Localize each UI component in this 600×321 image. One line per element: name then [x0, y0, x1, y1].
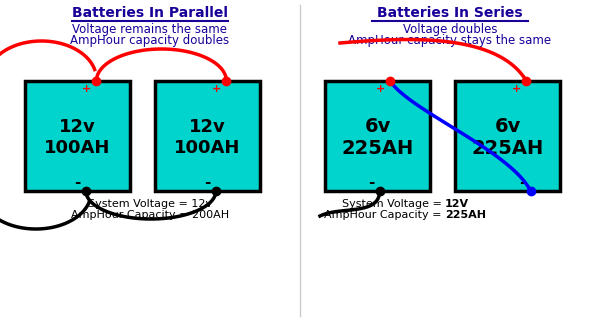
Bar [155, 81, 260, 191]
Text: +: + [82, 84, 91, 94]
Text: 12v: 12v [189, 118, 226, 136]
Text: 100AH: 100AH [175, 139, 241, 157]
Text: Batteries In Series: Batteries In Series [377, 6, 523, 20]
Text: -: - [520, 176, 526, 190]
Text: -: - [368, 176, 375, 190]
Text: 225AH: 225AH [445, 210, 486, 220]
Text: 6v: 6v [364, 117, 391, 136]
Text: +: + [376, 84, 385, 94]
Bar [25, 81, 130, 191]
Text: AmpHour capacity doubles: AmpHour capacity doubles [70, 34, 230, 47]
Text: System Voltage =: System Voltage = [341, 199, 445, 209]
Text: Voltage remains the same: Voltage remains the same [73, 23, 227, 36]
Text: 225AH: 225AH [472, 138, 544, 158]
Text: 6v: 6v [494, 117, 521, 136]
Text: System Voltage = 12v: System Voltage = 12v [88, 199, 212, 209]
Text: 12v: 12v [59, 118, 96, 136]
Bar [325, 81, 430, 191]
Text: Batteries In Parallel: Batteries In Parallel [72, 6, 228, 20]
Text: -: - [74, 176, 80, 190]
Text: 100AH: 100AH [44, 139, 110, 157]
Text: 225AH: 225AH [341, 138, 413, 158]
Text: +: + [212, 84, 221, 94]
Text: -: - [204, 176, 210, 190]
Bar [455, 81, 560, 191]
Text: AmpHour Capacity = 200AH: AmpHour Capacity = 200AH [71, 210, 229, 220]
Text: AmpHour capacity stays the same: AmpHour capacity stays the same [349, 34, 551, 47]
Text: +: + [512, 84, 521, 94]
Text: 12V: 12V [445, 199, 469, 209]
Text: AmpHour Capacity =: AmpHour Capacity = [324, 210, 445, 220]
Text: Voltage doubles: Voltage doubles [403, 23, 497, 36]
